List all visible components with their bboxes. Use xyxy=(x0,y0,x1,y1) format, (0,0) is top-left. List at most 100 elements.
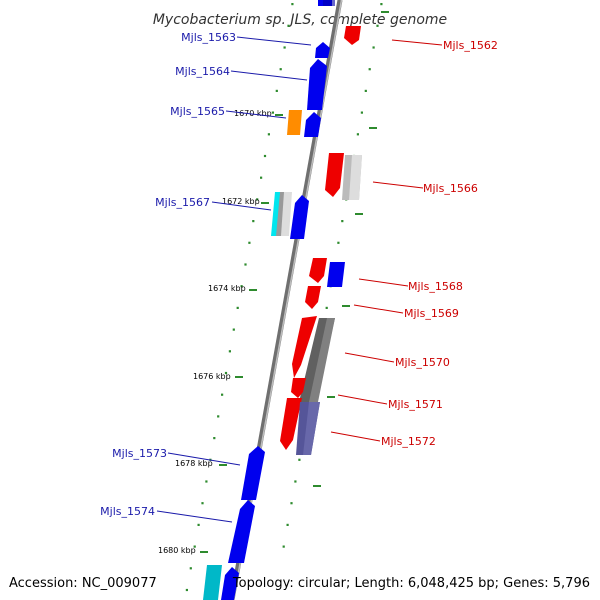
left-trail-dot xyxy=(271,111,274,114)
gene-mjls-1569[interactable] xyxy=(305,286,321,309)
left-trail-dot xyxy=(240,285,243,288)
right-trail-dot xyxy=(286,523,289,526)
leader-mjls-1566 xyxy=(372,181,424,189)
gene-mjls-1570-gray-light[interactable] xyxy=(309,318,335,402)
left-trail-dot xyxy=(260,176,263,179)
left-trail-dot xyxy=(287,24,290,27)
right-trail-dot xyxy=(372,46,375,49)
right-trail-dot xyxy=(368,68,371,71)
left-trail-dot xyxy=(279,68,282,71)
map-title: Mycobacterium sp. JLS, complete genome xyxy=(153,12,447,28)
left-trail-dot xyxy=(283,46,286,49)
right-trail-dot xyxy=(360,111,363,114)
left-trail-dot xyxy=(248,241,251,244)
leader-mjls-1574 xyxy=(156,510,233,523)
left-trail-dot xyxy=(193,545,196,548)
kbp-label-1670: 1670 kbp xyxy=(234,109,272,118)
gene-bottom-cyan[interactable] xyxy=(203,565,222,600)
kbp-label-1678: 1678 kbp xyxy=(175,459,213,468)
right-trail-dot xyxy=(356,133,359,136)
gene-label-mjls-1574[interactable]: Mjls_1574 xyxy=(100,505,155,518)
left-trail-dot xyxy=(236,306,239,309)
right-trail-dot xyxy=(380,3,383,6)
right-trail-dot xyxy=(325,306,328,309)
left-trail-dot xyxy=(291,3,294,6)
gene-mjls-1562[interactable] xyxy=(344,26,361,45)
left-trail-dot xyxy=(256,198,259,201)
gene-mjls-1563[interactable] xyxy=(315,42,330,58)
leader-mjls-1567 xyxy=(211,201,272,211)
gene-label-mjls-1569[interactable]: Mjls_1569 xyxy=(404,307,459,320)
gene-label-mjls-1563[interactable]: Mjls_1563 xyxy=(181,31,236,44)
leader-mjls-1562 xyxy=(391,39,443,46)
left-trail-dot xyxy=(217,415,220,418)
leader-mjls-1564 xyxy=(230,70,308,81)
gene-mjls-1565[interactable] xyxy=(304,112,321,137)
kbp-label-1680: 1680 kbp xyxy=(158,546,196,555)
left-trail-dot xyxy=(275,89,278,92)
gene-mjls-1566-lightgray[interactable] xyxy=(349,155,362,200)
right-trail-dot xyxy=(376,24,379,27)
left-trail-dot xyxy=(201,502,204,505)
gene-mjls-1570[interactable] xyxy=(292,316,317,378)
left-trail-dot xyxy=(213,437,216,440)
leader-mjls-1569 xyxy=(353,304,404,314)
accession-text: Accession: NC_009077 xyxy=(9,576,157,591)
gene-mjls-1567-lightgray[interactable] xyxy=(281,192,292,236)
gene-mjls-1572[interactable] xyxy=(280,398,302,450)
gene-label-mjls-1573[interactable]: Mjls_1573 xyxy=(112,447,167,460)
topology-text: Topology: circular; Length: 6,048,425 bp… xyxy=(232,576,590,591)
left-trail-dot xyxy=(267,133,270,136)
leader-mjls-1563 xyxy=(236,36,312,46)
kbp-label-1672: 1672 kbp xyxy=(222,197,260,206)
right-trail-dot xyxy=(364,89,367,92)
gene-mjls-1572-purple-light[interactable] xyxy=(303,402,320,455)
leader-mjls-1568 xyxy=(358,278,409,287)
right-trail-dot xyxy=(294,480,297,483)
leader-mjls-1573 xyxy=(167,452,241,466)
gene-bottom-forward[interactable] xyxy=(221,567,239,600)
gene-label-mjls-1566[interactable]: Mjls_1566 xyxy=(423,182,478,195)
left-trail-dot xyxy=(263,154,267,158)
gene-partial-forward-2[interactable] xyxy=(323,0,335,6)
gene-label-mjls-1562[interactable]: Mjls_1562 xyxy=(443,39,498,52)
right-trail-dot xyxy=(290,502,293,505)
left-trail-dot xyxy=(205,480,208,483)
left-trail-dot xyxy=(185,588,188,592)
kbp-label-1676: 1676 kbp xyxy=(193,372,231,381)
gene-mjls-1573[interactable] xyxy=(241,446,265,500)
gene-label-mjls-1567[interactable]: Mjls_1567 xyxy=(155,196,210,209)
gene-label-mjls-1572[interactable]: Mjls_1572 xyxy=(381,435,436,448)
leader-mjls-1565 xyxy=(225,110,287,119)
left-trail-dot xyxy=(244,263,247,266)
gene-mjls-1568[interactable] xyxy=(309,258,327,283)
gene-mjls-1566[interactable] xyxy=(325,153,344,197)
left-trail-dot xyxy=(221,393,224,396)
right-trail-dot xyxy=(337,241,340,244)
left-trail-dot xyxy=(228,350,231,353)
gene-label-mjls-1568[interactable]: Mjls_1568 xyxy=(408,280,463,293)
right-trail-dot xyxy=(282,545,285,548)
kbp-label-1674: 1674 kbp xyxy=(208,284,246,293)
leader-mjls-1570 xyxy=(344,352,395,363)
gene-mjls-1571[interactable] xyxy=(291,378,306,398)
right-trail-dot xyxy=(298,458,301,461)
gene-mjls-1564[interactable] xyxy=(307,59,327,110)
gene-mjls-1565-orange[interactable] xyxy=(287,110,302,135)
gene-label-mjls-1565[interactable]: Mjls_1565 xyxy=(170,105,225,118)
left-trail-dot xyxy=(197,523,200,526)
gene-label-mjls-1570[interactable]: Mjls_1570 xyxy=(395,356,450,369)
gene-mjls-1567[interactable] xyxy=(290,195,309,239)
gene-mjls-1568-blue[interactable] xyxy=(327,262,345,287)
leader-mjls-1572 xyxy=(330,431,381,442)
left-trail-dot xyxy=(252,220,255,223)
gene-label-mjls-1564[interactable]: Mjls_1564 xyxy=(175,65,230,78)
gene-mjls-1574[interactable] xyxy=(228,500,255,563)
left-trail-dot xyxy=(232,328,235,331)
left-trail-dot xyxy=(224,371,228,375)
right-trail-dot xyxy=(341,220,344,223)
gene-label-mjls-1571[interactable]: Mjls_1571 xyxy=(388,398,443,411)
left-trail-dot xyxy=(189,567,192,570)
